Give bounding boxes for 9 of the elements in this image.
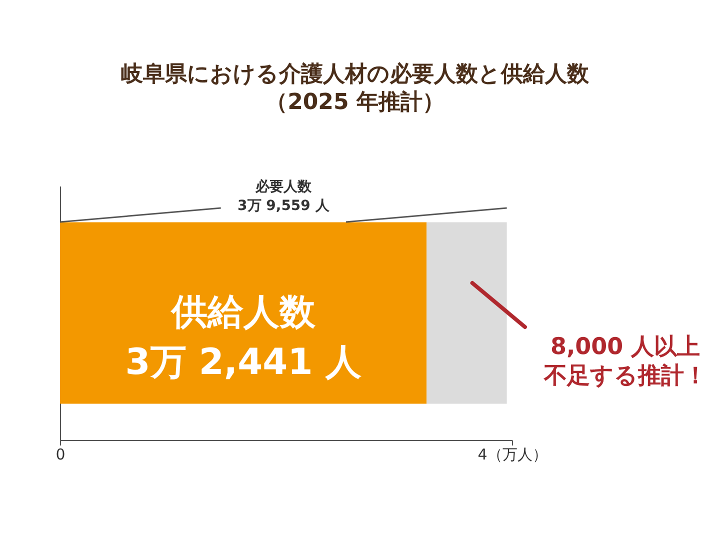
text: 必要人数 xyxy=(254,178,312,195)
text: 不足する推計！ xyxy=(542,363,707,389)
data-label: 供給人数 3万 2,441 人 xyxy=(125,292,362,383)
chart-subtitle: （2025 年推計） xyxy=(266,90,444,115)
text: 3万 9,559 人 xyxy=(238,198,330,214)
text: 8,000 人以上 xyxy=(550,334,700,360)
chart-title: 岐阜県における介護人材の必要人数と供給人数 xyxy=(121,62,590,87)
x-tick-label: 0 xyxy=(56,446,66,464)
x-tick-label: 4（万人） xyxy=(478,446,548,464)
